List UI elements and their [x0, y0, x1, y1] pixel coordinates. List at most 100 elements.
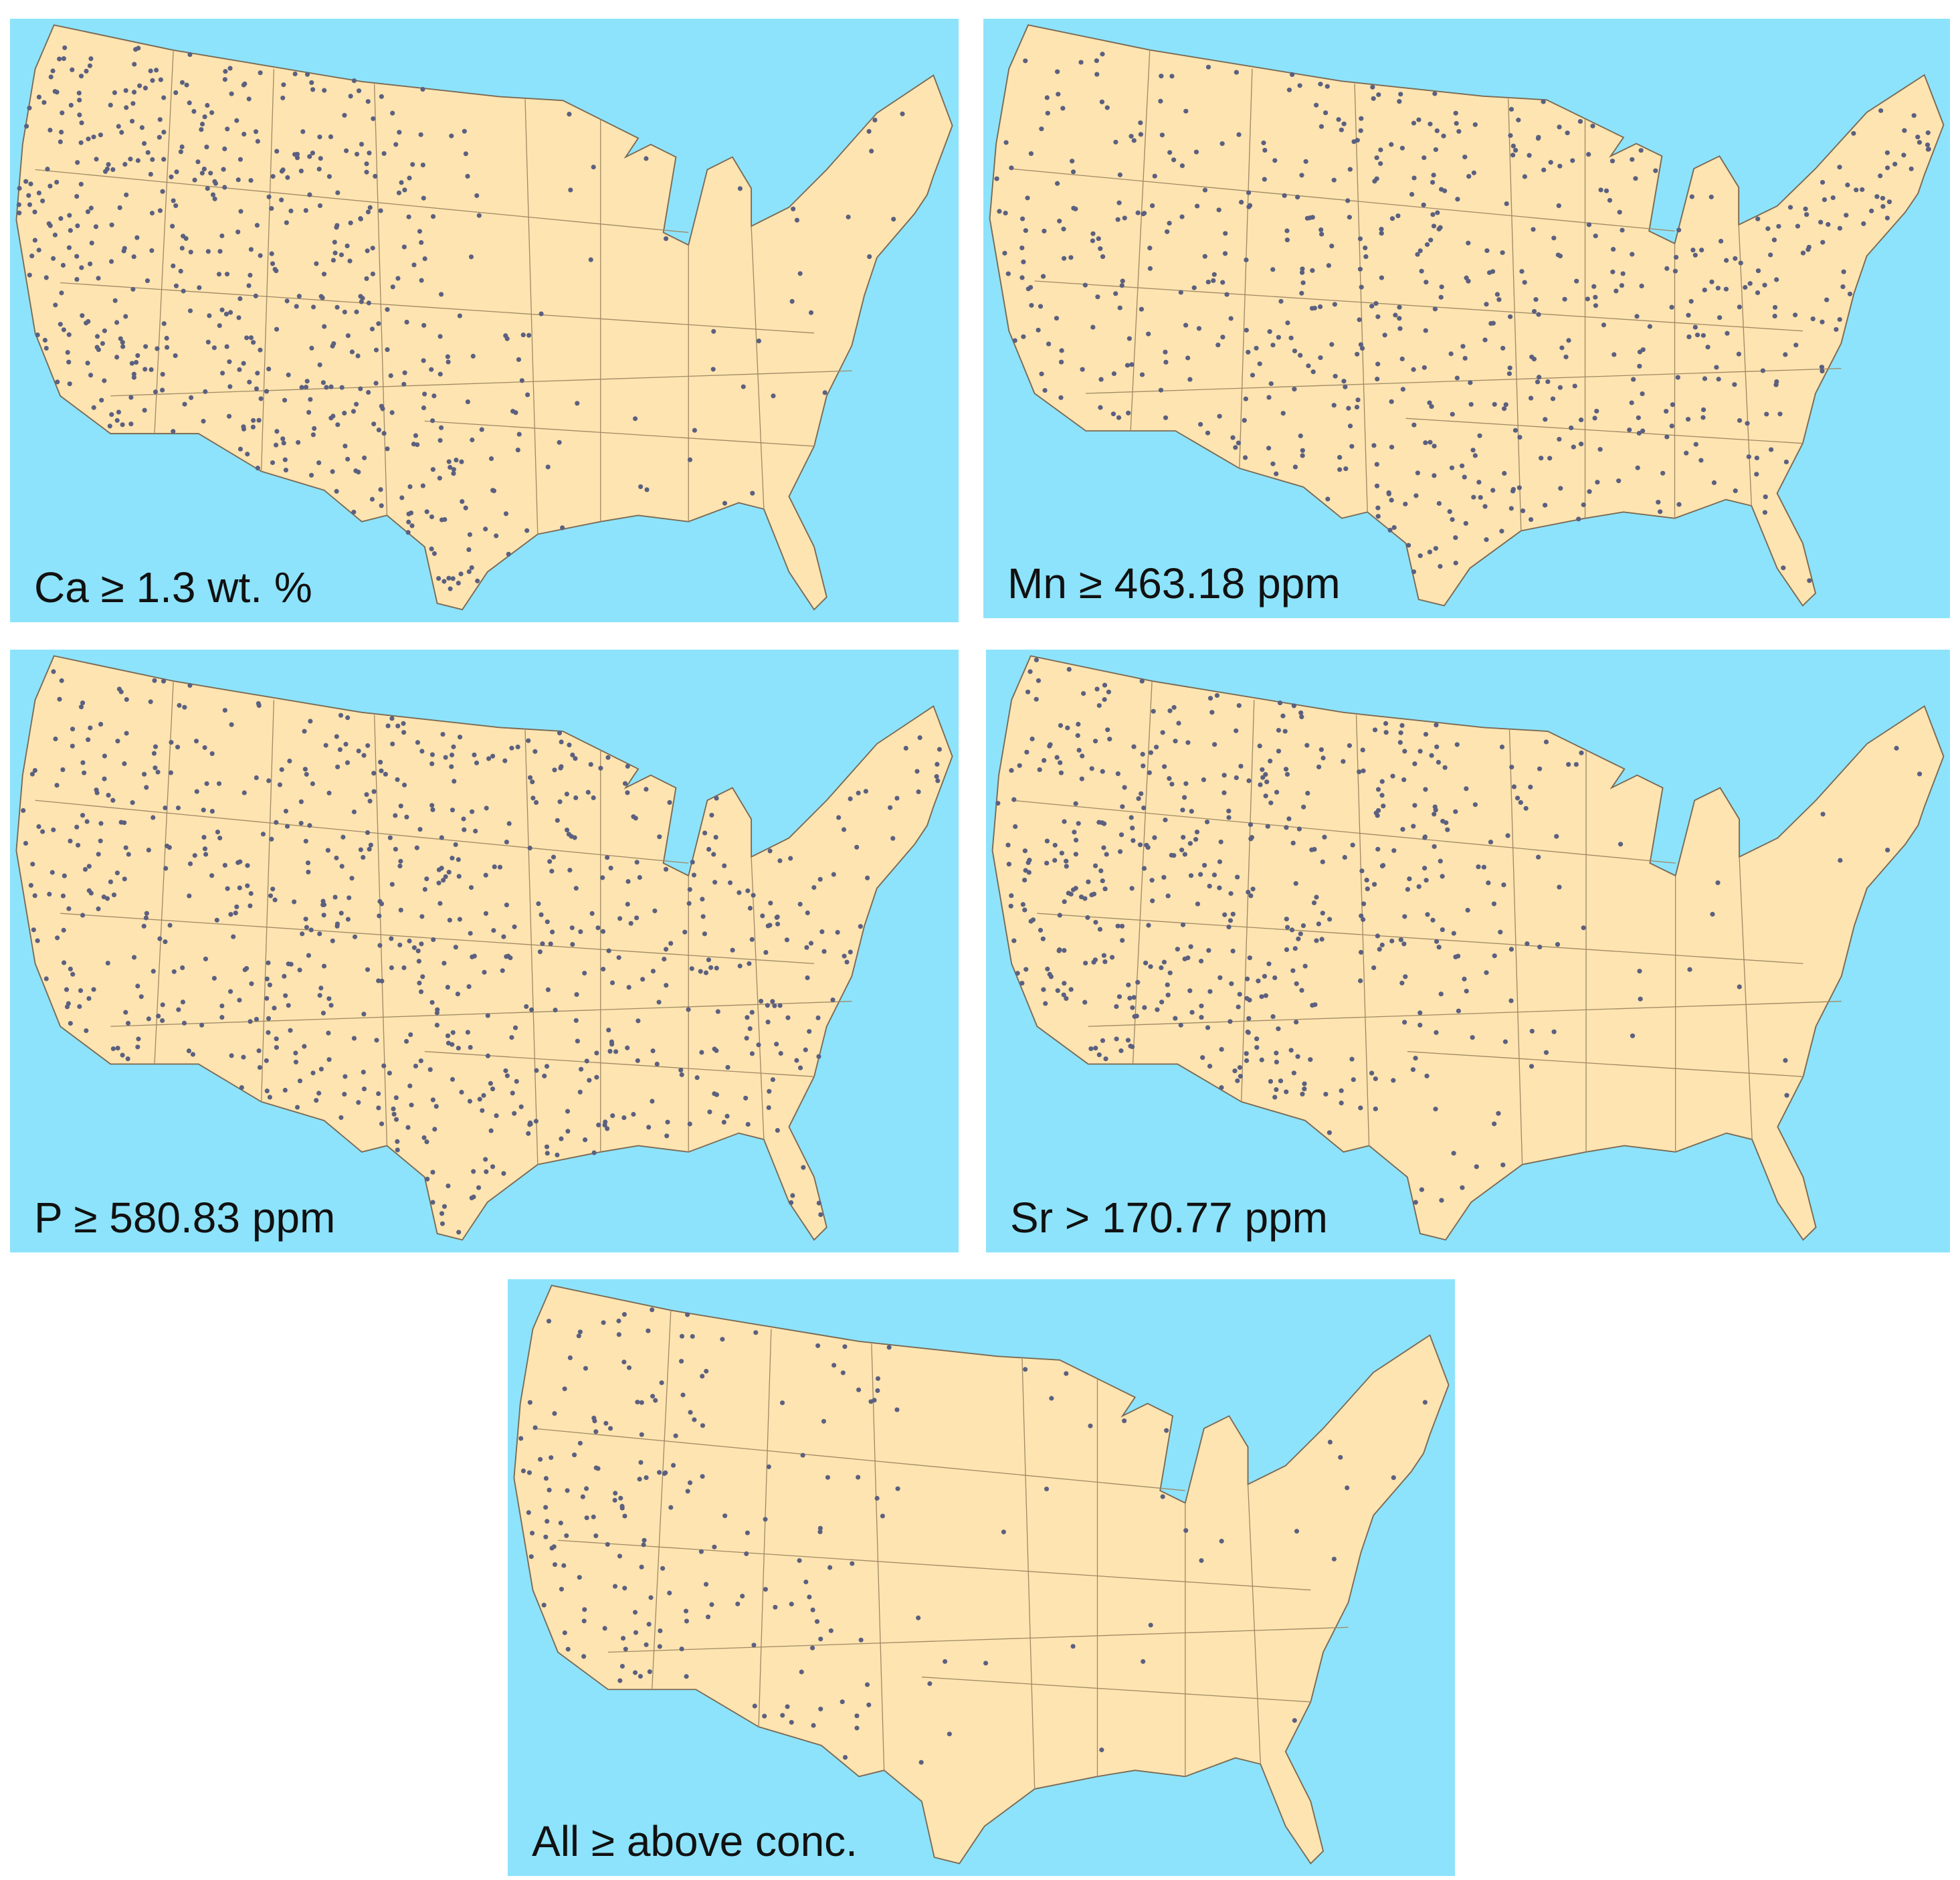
sample-site — [1075, 733, 1080, 738]
sample-site — [469, 565, 474, 571]
sample-site — [264, 389, 270, 394]
sample-site — [354, 151, 360, 157]
sample-site — [308, 397, 313, 402]
sample-site — [465, 399, 470, 405]
sample-site — [406, 519, 411, 525]
sample-site — [1062, 899, 1067, 905]
sample-site — [405, 530, 411, 535]
sample-site — [219, 307, 225, 312]
sample-site — [467, 1099, 472, 1104]
sample-site — [545, 1519, 550, 1524]
sample-site — [1733, 488, 1738, 494]
sample-site — [747, 1026, 753, 1032]
sample-site — [443, 874, 448, 879]
sample-site — [1165, 893, 1171, 899]
sample-site — [1363, 245, 1368, 251]
sample-site — [316, 167, 322, 172]
sample-site — [284, 220, 289, 225]
sample-site — [211, 975, 217, 981]
sample-site — [509, 1035, 514, 1040]
sample-site — [222, 708, 227, 713]
sample-site — [1246, 349, 1251, 355]
sample-site — [1462, 474, 1467, 480]
sample-site — [124, 696, 129, 702]
sample-site — [264, 976, 270, 981]
sample-site — [1507, 365, 1512, 371]
sample-site — [520, 1469, 526, 1474]
sample-site — [572, 835, 577, 840]
sample-site — [199, 121, 205, 127]
sample-site — [1563, 354, 1569, 360]
sample-site — [1320, 859, 1325, 864]
sample-site — [1317, 304, 1323, 310]
state-border — [110, 370, 852, 397]
sample-site — [805, 910, 810, 916]
sample-site — [401, 965, 407, 971]
sample-site — [322, 88, 327, 93]
sample-site — [376, 1105, 381, 1111]
sample-site — [810, 1607, 815, 1612]
sample-site — [1847, 291, 1853, 296]
sample-site — [138, 994, 144, 1000]
sample-site — [1119, 923, 1125, 929]
sample-site — [153, 765, 158, 771]
sample-site — [267, 982, 272, 988]
sample-site — [1083, 960, 1088, 966]
sample-site — [671, 1463, 676, 1468]
sample-site — [227, 66, 233, 71]
sample-site — [1716, 377, 1721, 382]
state-border — [35, 800, 689, 864]
sample-site — [379, 1121, 385, 1127]
sample-site — [1070, 1644, 1076, 1649]
sample-site — [593, 1465, 599, 1471]
sample-site — [1472, 453, 1478, 458]
sample-site — [199, 171, 205, 176]
sample-site — [171, 429, 176, 434]
sample-site — [850, 1561, 855, 1566]
sample-site — [396, 190, 402, 195]
sample-site — [542, 1073, 547, 1078]
sample-site — [66, 359, 72, 365]
sample-site — [745, 1530, 750, 1535]
sample-site — [237, 446, 243, 452]
sample-site — [807, 1029, 812, 1034]
sample-site — [698, 1549, 704, 1554]
sample-site — [635, 1400, 640, 1405]
sample-site — [687, 1121, 692, 1127]
sample-site — [1574, 278, 1579, 284]
sample-site — [1915, 134, 1921, 140]
sample-site — [145, 150, 151, 155]
sample-site — [1125, 1038, 1131, 1043]
sample-site — [545, 919, 550, 925]
sample-site — [512, 924, 517, 929]
sample-site — [241, 131, 247, 137]
sample-site — [1023, 1367, 1028, 1372]
sample-site — [1039, 371, 1044, 377]
sample-site — [1514, 795, 1521, 801]
sample-site — [1142, 1005, 1147, 1010]
sample-site — [1531, 357, 1537, 362]
sample-site — [647, 1669, 652, 1675]
sample-site — [303, 208, 308, 213]
sample-site — [700, 1474, 705, 1479]
sample-site — [1300, 453, 1305, 458]
sample-site — [1040, 274, 1046, 279]
sample-site — [1360, 747, 1365, 753]
sample-site — [1364, 877, 1369, 883]
sample-site — [1440, 874, 1445, 879]
sample-site — [1528, 395, 1534, 401]
sample-site — [1572, 383, 1577, 389]
sample-site — [257, 1064, 262, 1070]
sample-site — [947, 1731, 952, 1737]
sample-site — [1337, 455, 1343, 460]
sample-site — [62, 873, 67, 878]
sample-site — [1141, 763, 1146, 769]
sample-site — [1331, 403, 1337, 408]
sample-site — [1099, 99, 1105, 104]
sample-site — [144, 911, 149, 916]
sample-site — [1314, 895, 1319, 900]
sample-site — [609, 1042, 615, 1047]
sample-site — [846, 214, 851, 219]
us-outline — [991, 655, 1945, 1241]
sample-site — [1003, 140, 1009, 145]
